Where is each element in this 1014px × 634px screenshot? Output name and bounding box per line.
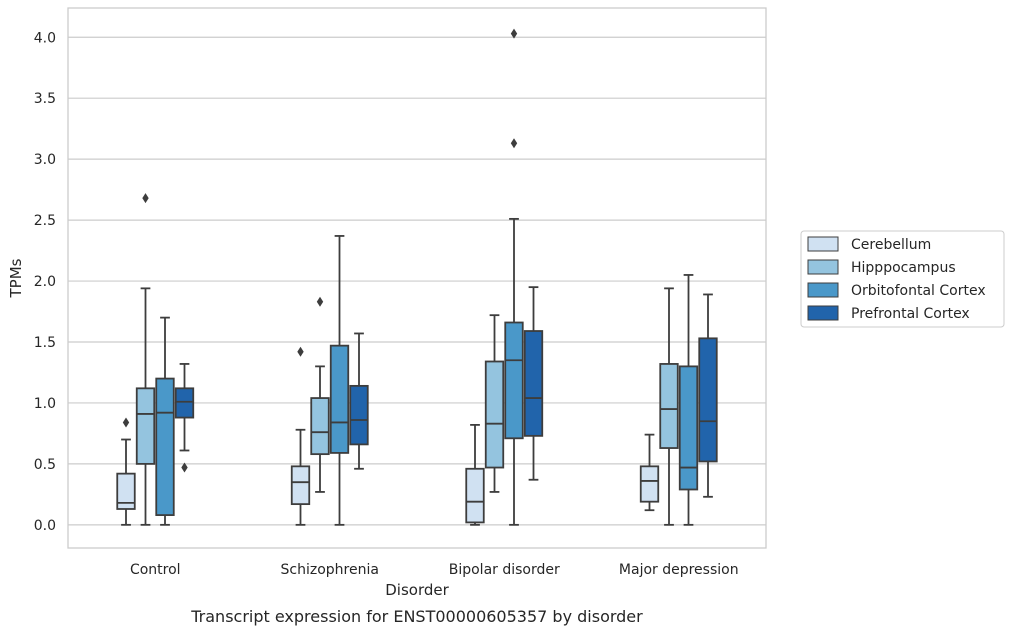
box-iqr (116, 472, 136, 510)
legend-label: Hipppocampus (851, 260, 956, 276)
box-groups (116, 28, 718, 526)
legend-swatch (807, 259, 839, 275)
plot-area-frame (67, 7, 767, 549)
box-3-2 (678, 274, 699, 526)
y-tick-label: 2.0 (34, 274, 56, 290)
box-1-2 (329, 235, 350, 526)
y-tick-label: 2.5 (34, 213, 56, 229)
box-iqr (659, 363, 679, 449)
outlier-marker (316, 296, 324, 307)
y-tick-label: 1.0 (34, 396, 56, 412)
box-iqr (678, 365, 699, 491)
outlier-marker (142, 193, 149, 204)
outlier-marker (181, 462, 188, 473)
legend-frame (800, 230, 1005, 328)
box-iqr (523, 330, 544, 437)
box-iqr (465, 467, 485, 524)
box-iqr (174, 387, 195, 419)
box-0-0 (116, 417, 136, 526)
x-tick-label: Major depression (619, 562, 739, 578)
legend-swatch (807, 305, 839, 321)
box-iqr (504, 321, 524, 440)
box-2-0 (465, 423, 485, 526)
x-axis-label: Disorder (385, 581, 449, 599)
legend: Cerebellum Hipppocampus Orbitofontal Corte… (800, 230, 1005, 328)
chart-caption: Transcript expression for ENST0000060535… (190, 607, 643, 626)
box-2-3 (523, 286, 544, 481)
y-tick-label: 0.0 (34, 518, 56, 534)
outlier-marker (122, 417, 130, 428)
y-tick-label: 3.0 (34, 152, 56, 168)
box-iqr (698, 337, 718, 463)
box-iqr (290, 465, 311, 506)
legend-swatch (807, 236, 839, 252)
y-tick-label: 0.5 (34, 457, 56, 473)
box-iqr (349, 384, 369, 446)
box-2-2 (504, 28, 524, 526)
box-iqr (639, 465, 660, 503)
legend-label: Cerebellum (851, 237, 931, 253)
box-3-3 (698, 293, 718, 498)
x-axis-ticks: Control Schizophrenia Bipolar disorder Majo… (130, 562, 739, 578)
legend-label: Prefrontal Cortex (851, 306, 970, 322)
y-tick-label: 3.5 (34, 91, 56, 107)
x-tick-label: Bipolar disorder (449, 562, 560, 578)
x-tick-label: Schizophrenia (281, 562, 379, 578)
y-axis-label: TPMs (7, 258, 25, 298)
box-iqr (135, 387, 156, 465)
box-iqr (310, 397, 330, 456)
box-3-0 (639, 433, 660, 512)
box-1-0 (290, 346, 311, 526)
box-iqr (329, 344, 350, 454)
y-tick-label: 1.5 (34, 335, 56, 351)
box-0-2 (155, 316, 175, 526)
box-0-1 (135, 193, 156, 526)
outlier-marker (297, 346, 304, 357)
box-1-3 (349, 332, 369, 470)
outlier-marker (510, 28, 518, 39)
x-tick-label: Control (130, 562, 181, 578)
box-0-3 (174, 363, 195, 473)
box-iqr (484, 360, 505, 469)
legend-label: Orbitofontal Cortex (851, 283, 986, 299)
box-iqr (155, 377, 175, 516)
outlier-marker (510, 138, 518, 149)
legend-swatch (807, 282, 839, 298)
y-tick-label: 4.0 (34, 30, 56, 46)
box-1-1 (310, 296, 330, 493)
box-3-1 (659, 287, 679, 526)
box-2-1 (484, 314, 505, 493)
y-axis-ticks: 0.0 0.5 1.0 1.5 2.0 2.5 3.0 3.5 4.0 (34, 30, 56, 534)
